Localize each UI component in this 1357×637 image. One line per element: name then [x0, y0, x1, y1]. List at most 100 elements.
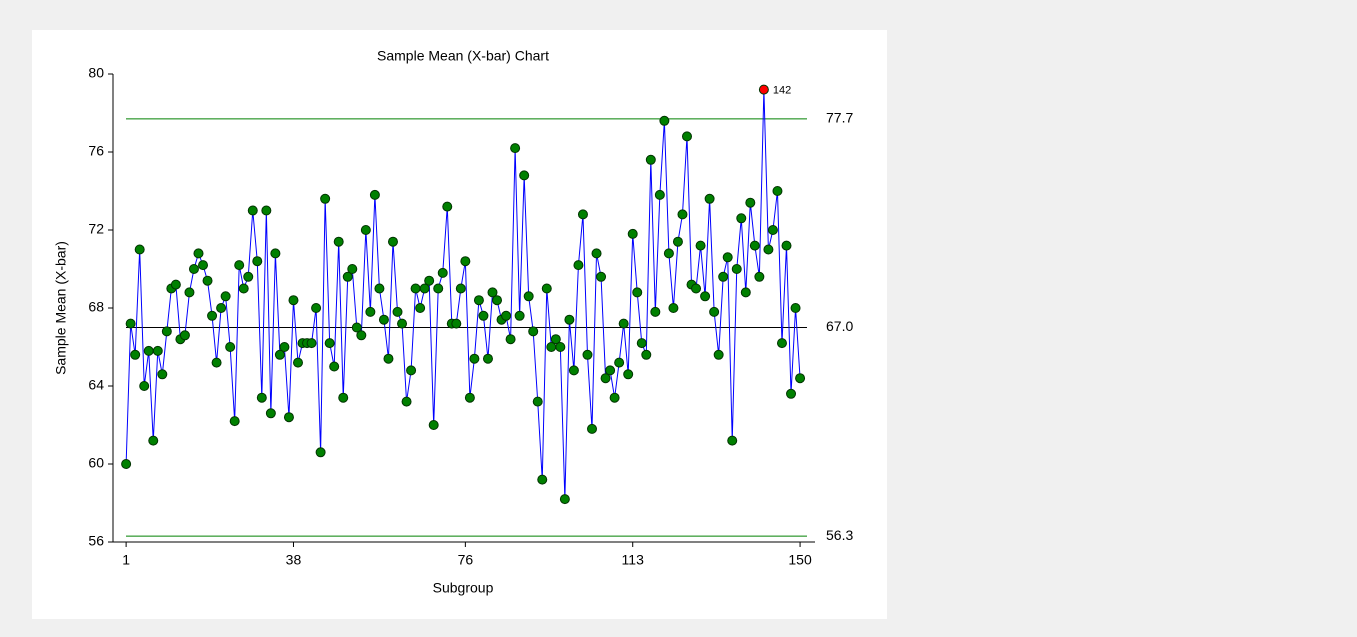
data-point [130, 349, 141, 360]
data-point [392, 306, 403, 317]
y-tick-label: 76 [88, 143, 104, 159]
data-point [623, 369, 634, 380]
data-point [514, 310, 525, 321]
data-point [261, 205, 272, 216]
data-point [650, 306, 661, 317]
data-point [437, 267, 448, 278]
data-point [410, 283, 421, 294]
data-point [338, 392, 349, 403]
data-point [555, 342, 566, 352]
y-tick-label: 60 [88, 455, 104, 471]
data-point [736, 213, 747, 224]
data-point [193, 248, 204, 259]
data-point [406, 365, 417, 376]
data-point [627, 228, 638, 239]
data-point [605, 365, 616, 376]
data-point [501, 310, 512, 321]
data-point [315, 447, 326, 458]
data-point [121, 459, 132, 469]
data-point [659, 115, 670, 126]
x-tick-label: 150 [788, 552, 812, 568]
data-point [387, 236, 398, 247]
data-point [473, 295, 484, 306]
data-point [600, 373, 611, 384]
data-point [654, 189, 665, 200]
data-point [668, 303, 679, 313]
data-point [283, 412, 294, 423]
data-point [270, 248, 281, 259]
data-point [211, 357, 222, 368]
data-point [424, 275, 435, 286]
data-point [763, 244, 774, 255]
data-point [614, 357, 625, 368]
data-point [591, 248, 602, 259]
data-point [541, 283, 552, 294]
data-point [152, 345, 163, 356]
data-point [247, 205, 258, 216]
data-point [202, 275, 213, 286]
data-point [419, 283, 430, 294]
data-point [528, 326, 539, 337]
data-point [749, 240, 760, 251]
data-point [342, 271, 353, 282]
data-point [243, 271, 254, 282]
data-point [532, 396, 543, 407]
data-point [709, 306, 720, 317]
data-point [469, 353, 480, 364]
data-point [324, 338, 335, 349]
data-point [188, 264, 199, 274]
data-point [718, 271, 729, 282]
data-point [265, 408, 276, 419]
y-axis-label: Sample Mean (X-bar) [53, 241, 69, 375]
data-point [360, 225, 371, 235]
data-point [587, 423, 598, 434]
data-point [582, 349, 593, 360]
data-point [225, 342, 236, 352]
data-point [573, 260, 584, 271]
data-point [713, 349, 724, 360]
data-point [745, 197, 756, 208]
data-point [790, 303, 801, 313]
data-point [691, 283, 702, 294]
y-tick-label: 64 [88, 377, 104, 393]
data-point [492, 295, 503, 306]
data-point [482, 353, 493, 364]
data-point [772, 186, 783, 196]
data-point [216, 303, 227, 313]
y-tick-label: 56 [88, 533, 104, 549]
flagged-point [758, 84, 769, 95]
data-point [279, 342, 290, 352]
data-point [731, 264, 742, 274]
data-point [288, 295, 299, 306]
data-point [383, 353, 394, 364]
control-line-label: 56.3 [826, 527, 853, 543]
data-point [134, 244, 145, 255]
data-point [704, 193, 715, 204]
data-point [727, 435, 738, 446]
data-point [740, 287, 751, 298]
y-tick-label: 68 [88, 299, 104, 315]
data-point [274, 349, 285, 360]
data-point [618, 318, 629, 329]
data-point [306, 338, 317, 349]
data-point [433, 283, 444, 294]
data-point [415, 303, 426, 313]
data-point [672, 236, 683, 247]
data-point [776, 338, 787, 349]
data-point [559, 494, 570, 505]
data-point [636, 338, 647, 349]
chart-title: Sample Mean (X-bar) Chart [377, 48, 549, 64]
x-tick-label: 38 [286, 552, 302, 568]
data-point [505, 334, 516, 345]
data-point [428, 420, 439, 430]
data-point [677, 209, 688, 220]
data-point [220, 291, 231, 302]
data-point [681, 131, 692, 142]
data-point [564, 314, 575, 325]
data-point [460, 256, 471, 267]
data-point [632, 287, 643, 298]
data-point [351, 322, 362, 333]
data-point [577, 209, 588, 220]
